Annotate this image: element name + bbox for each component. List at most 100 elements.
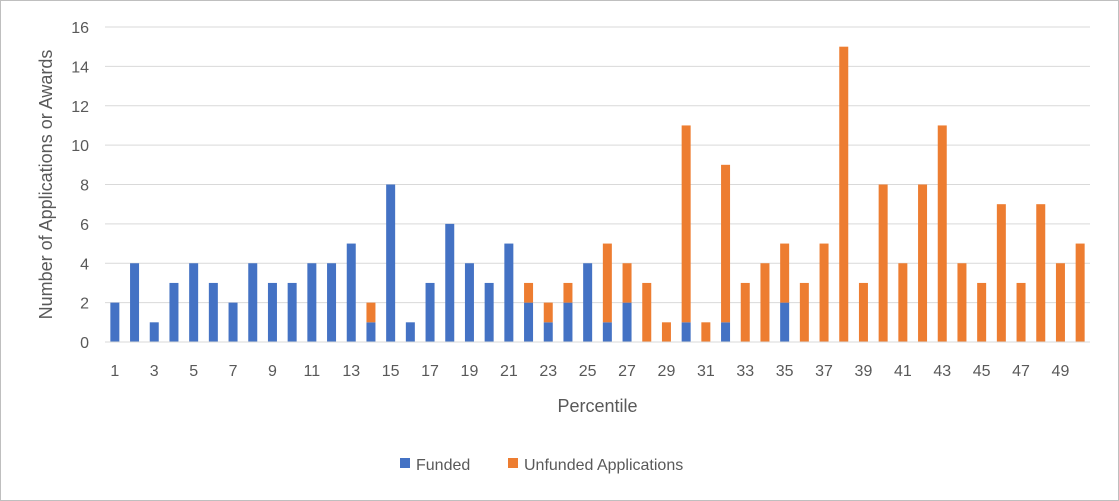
bar-segment — [701, 322, 711, 342]
bar-segment — [543, 302, 553, 323]
bar-segment — [504, 243, 514, 342]
bar-segment — [1055, 263, 1065, 342]
x-tick-label: 19 — [461, 363, 479, 380]
x-tick-label: 9 — [268, 363, 277, 380]
y-tick-label: 10 — [71, 138, 89, 155]
bar-segment — [977, 282, 987, 342]
bar-segment — [878, 184, 888, 342]
bar-segment — [839, 46, 849, 342]
bar-segment — [622, 302, 632, 342]
bar-segment — [228, 302, 238, 342]
bar-segment — [740, 282, 750, 342]
bar-segment — [208, 282, 218, 342]
bar-segment — [1016, 282, 1026, 342]
bar-segment — [366, 322, 376, 342]
bar-segment — [721, 322, 731, 342]
x-tick-label: 7 — [229, 363, 238, 380]
bar-segment — [681, 125, 691, 323]
x-tick-label: 23 — [539, 363, 557, 380]
bar-segment — [405, 322, 415, 342]
bar-segment — [1036, 204, 1046, 342]
bar-segment — [996, 204, 1006, 342]
y-axis-ticks: 0 2 4 6 8 10 12 14 16 — [71, 20, 89, 352]
x-tick-label: 49 — [1052, 363, 1070, 380]
y-axis-title: Number of Applications or Awards — [36, 50, 56, 320]
y-tick-label: 4 — [80, 256, 89, 273]
y-tick-label: 12 — [71, 99, 89, 116]
bar-segment — [898, 263, 908, 342]
x-tick-label: 21 — [500, 363, 518, 380]
bar-segment — [149, 322, 159, 342]
bar-segment — [957, 263, 967, 342]
x-tick-label: 15 — [382, 363, 400, 380]
bar-segment — [780, 302, 790, 342]
bar-segment — [583, 263, 593, 342]
x-tick-label: 25 — [579, 363, 597, 380]
bar-segment — [563, 282, 573, 303]
y-tick-label: 14 — [71, 59, 89, 76]
x-tick-label: 45 — [973, 363, 991, 380]
bar-segment — [524, 282, 534, 303]
bar-segment — [799, 282, 809, 342]
x-tick-label: 29 — [658, 363, 676, 380]
x-tick-label: 47 — [1012, 363, 1030, 380]
bar-segment — [524, 302, 534, 342]
x-tick-label: 3 — [150, 363, 159, 380]
bar-segment — [327, 263, 337, 342]
legend-label: Unfunded Applications — [524, 457, 683, 474]
bar-segment — [858, 282, 868, 342]
bar-segment — [780, 243, 790, 303]
y-tick-label: 8 — [80, 178, 89, 195]
bars — [110, 46, 1085, 342]
bar-segment — [366, 302, 376, 323]
x-axis-title: Percentile — [557, 396, 637, 416]
y-tick-label: 6 — [80, 217, 89, 234]
bar-segment — [918, 184, 928, 342]
bar-segment — [248, 263, 258, 342]
x-tick-label: 33 — [736, 363, 754, 380]
bar-segment — [287, 282, 297, 342]
x-tick-label: 5 — [189, 363, 198, 380]
y-tick-label: 0 — [80, 335, 89, 352]
x-axis-ticks: 1 3 5 7 9 11 13 15 17 19 21 23 25 27 29 31 33 35 37 39 41 43 4… — [110, 363, 1069, 380]
bar-segment — [563, 302, 573, 342]
bar-segment — [819, 243, 829, 342]
bar-segment — [1075, 243, 1085, 342]
bar-segment — [130, 263, 140, 342]
legend-label: Funded — [416, 457, 470, 474]
x-tick-label: 39 — [855, 363, 873, 380]
bar-segment — [267, 282, 277, 342]
bar-segment — [484, 282, 494, 342]
x-tick-label: 37 — [815, 363, 833, 380]
bar-segment — [622, 263, 632, 303]
x-tick-label: 17 — [421, 363, 439, 380]
x-tick-label: 31 — [697, 363, 715, 380]
x-tick-label: 27 — [618, 363, 636, 380]
legend-swatch — [508, 458, 518, 468]
bar-segment — [464, 263, 474, 342]
bar-segment — [642, 282, 652, 342]
y-tick-label: 2 — [80, 296, 89, 313]
bar-segment — [602, 322, 612, 342]
bar-segment — [425, 282, 435, 342]
bar-segment — [602, 243, 612, 323]
y-tick-label: 16 — [71, 20, 89, 37]
legend: Funded Unfunded Applications — [400, 457, 683, 474]
x-tick-label: 41 — [894, 363, 912, 380]
bar-segment — [346, 243, 356, 342]
bar-segment — [543, 322, 553, 342]
x-tick-label: 43 — [933, 363, 951, 380]
bar-segment — [386, 184, 396, 342]
bar-segment — [110, 302, 120, 342]
bar-segment — [661, 322, 671, 342]
bar-segment — [307, 263, 317, 342]
x-tick-label: 13 — [342, 363, 360, 380]
bar-segment — [937, 125, 947, 342]
bar-segment — [189, 263, 199, 342]
legend-swatch — [400, 458, 410, 468]
x-tick-label: 1 — [110, 363, 119, 380]
x-tick-label: 35 — [776, 363, 794, 380]
bar-segment — [169, 282, 179, 342]
